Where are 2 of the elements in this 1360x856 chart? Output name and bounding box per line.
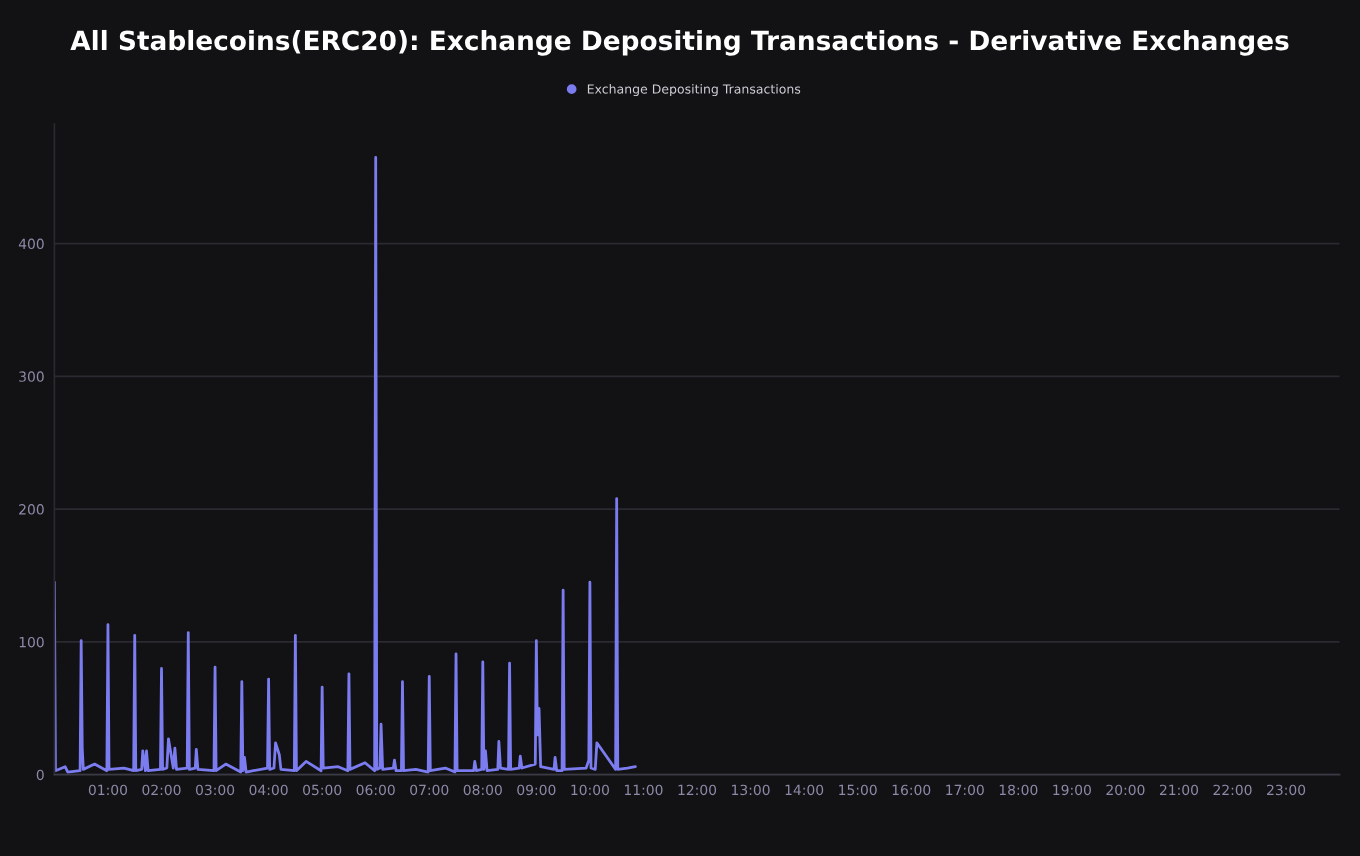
chart-title: All Stablecoins(ERC20): Exchange Depositing Transactions - Derivative Exchanges [70,29,1289,56]
line-series [54,155,637,774]
